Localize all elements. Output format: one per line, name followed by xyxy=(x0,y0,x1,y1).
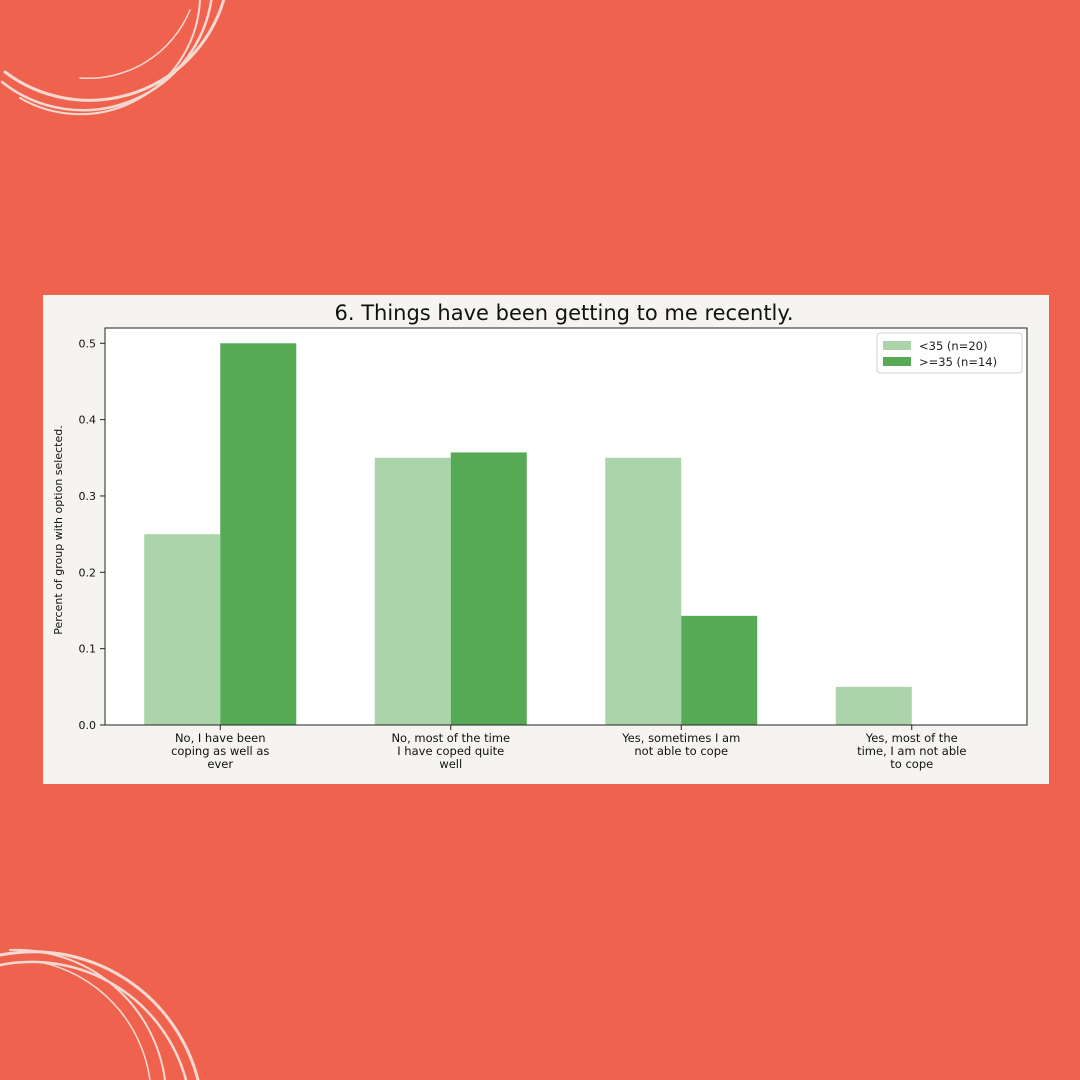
x-tick-label-line: Yes, sometimes I am xyxy=(621,731,740,745)
x-tick-label-line: Yes, most of the xyxy=(865,731,958,745)
chart-card: 6. Things have been getting to me recent… xyxy=(43,295,1049,784)
chart-title: 6. Things have been getting to me recent… xyxy=(334,301,793,325)
x-tick-label: Yes, most of the time, I am not able to co… xyxy=(857,731,966,771)
bar-under-35 xyxy=(144,534,221,725)
x-tick-label-line: ever xyxy=(207,757,233,771)
y-tick-label: 0.1 xyxy=(79,643,97,656)
x-tick-label: No, I have been coping as well as ever xyxy=(171,731,269,771)
legend-label: >=35 (n=14) xyxy=(919,355,997,369)
bar-35-and-over xyxy=(450,452,527,725)
x-tick-label: No, most of the time I have coped quite we… xyxy=(391,731,510,771)
bar-under-35 xyxy=(374,457,451,725)
legend-swatch xyxy=(883,341,911,350)
x-tick-label-line: not able to cope xyxy=(634,744,728,758)
y-tick-label: 0.0 xyxy=(79,719,97,732)
y-axis-label: Percent of group with option selected. xyxy=(52,425,65,634)
circle-swirl-icon xyxy=(0,0,226,116)
x-tick-label-line: coping as well as xyxy=(171,744,269,758)
bar-under-35 xyxy=(835,686,912,725)
plot-frame xyxy=(104,327,1028,726)
x-tick-label-line: No, I have been xyxy=(175,731,266,745)
y-tick-label: 0.3 xyxy=(79,490,97,503)
x-tick-label-line: well xyxy=(439,757,462,771)
circle-swirl-icon xyxy=(0,948,200,1080)
bar-35-and-over xyxy=(681,615,758,725)
legend-box xyxy=(876,332,1023,374)
y-tick-label: 0.5 xyxy=(79,337,97,350)
x-tick-label-line: time, I am not able xyxy=(857,744,966,758)
legend-swatch xyxy=(883,357,911,366)
x-tick-label-line: to cope xyxy=(890,757,933,771)
x-tick-label: Yes, sometimes I am not able to cope xyxy=(621,731,740,758)
y-tick-label: 0.2 xyxy=(79,566,97,579)
legend-label: <35 (n=20) xyxy=(919,339,987,353)
bar-chart: 6. Things have been getting to me recent… xyxy=(52,301,1028,771)
y-tick-label: 0.4 xyxy=(79,414,97,427)
x-tick-label-line: No, most of the time xyxy=(391,731,510,745)
bar-35-and-over xyxy=(220,343,297,725)
bar-under-35 xyxy=(605,457,682,725)
x-tick-label-line: I have coped quite xyxy=(397,744,504,758)
